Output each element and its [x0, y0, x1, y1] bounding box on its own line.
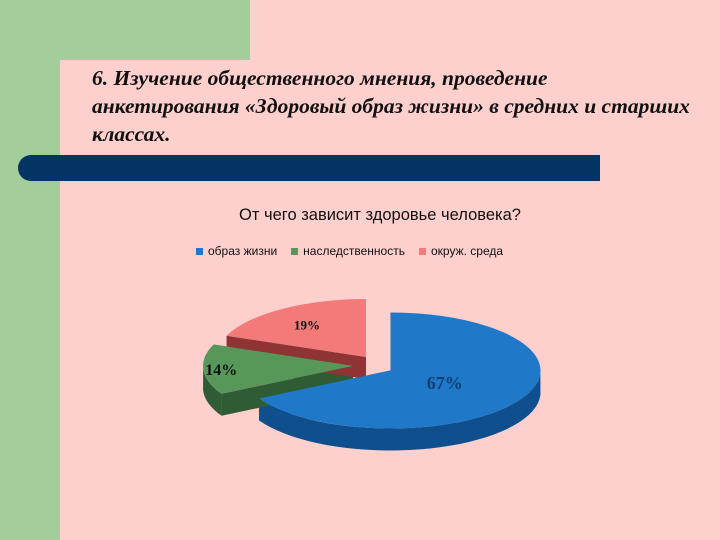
pie-slice-outer-wall [259, 373, 541, 451]
legend-item-heredity: наследственность [291, 244, 405, 258]
pie-tops [203, 299, 541, 429]
chart-title: От чего зависит здоровье человека? [239, 206, 521, 224]
title-underline-bar [18, 155, 600, 181]
pie-label-lifestyle: 67% [427, 373, 463, 393]
background-green-strip [0, 0, 60, 540]
slide-title: 6. Изучение общественного мнения, провед… [92, 66, 690, 146]
legend-swatch-lifestyle [196, 247, 203, 255]
pie-slice-lifestyle [259, 312, 541, 429]
pie-data-labels: 67% 14% 19% [205, 317, 462, 392]
legend-label-lifestyle: образ жизни [208, 244, 278, 258]
legend-item-environment: окруж. среда [418, 244, 504, 258]
chart-legend: образ жизни наследственность окруж. сред… [196, 244, 517, 258]
legend-swatch-heredity [291, 247, 299, 255]
pie-slice-heredity [203, 344, 354, 394]
legend-label-environment: окруж. среда [430, 244, 504, 258]
pie-label-environment: 19% [294, 317, 320, 332]
legend-item-lifestyle: образ жизни [196, 244, 277, 258]
legend-swatch-environment [418, 247, 426, 255]
pie-label-heredity: 14% [205, 362, 237, 379]
pie-slice-environment [226, 299, 367, 358]
background-green-corner [0, 0, 250, 60]
content-panel [60, 60, 720, 540]
pie-slice-outer-wall [203, 365, 222, 416]
legend-label-heredity: наследственность [303, 244, 405, 258]
